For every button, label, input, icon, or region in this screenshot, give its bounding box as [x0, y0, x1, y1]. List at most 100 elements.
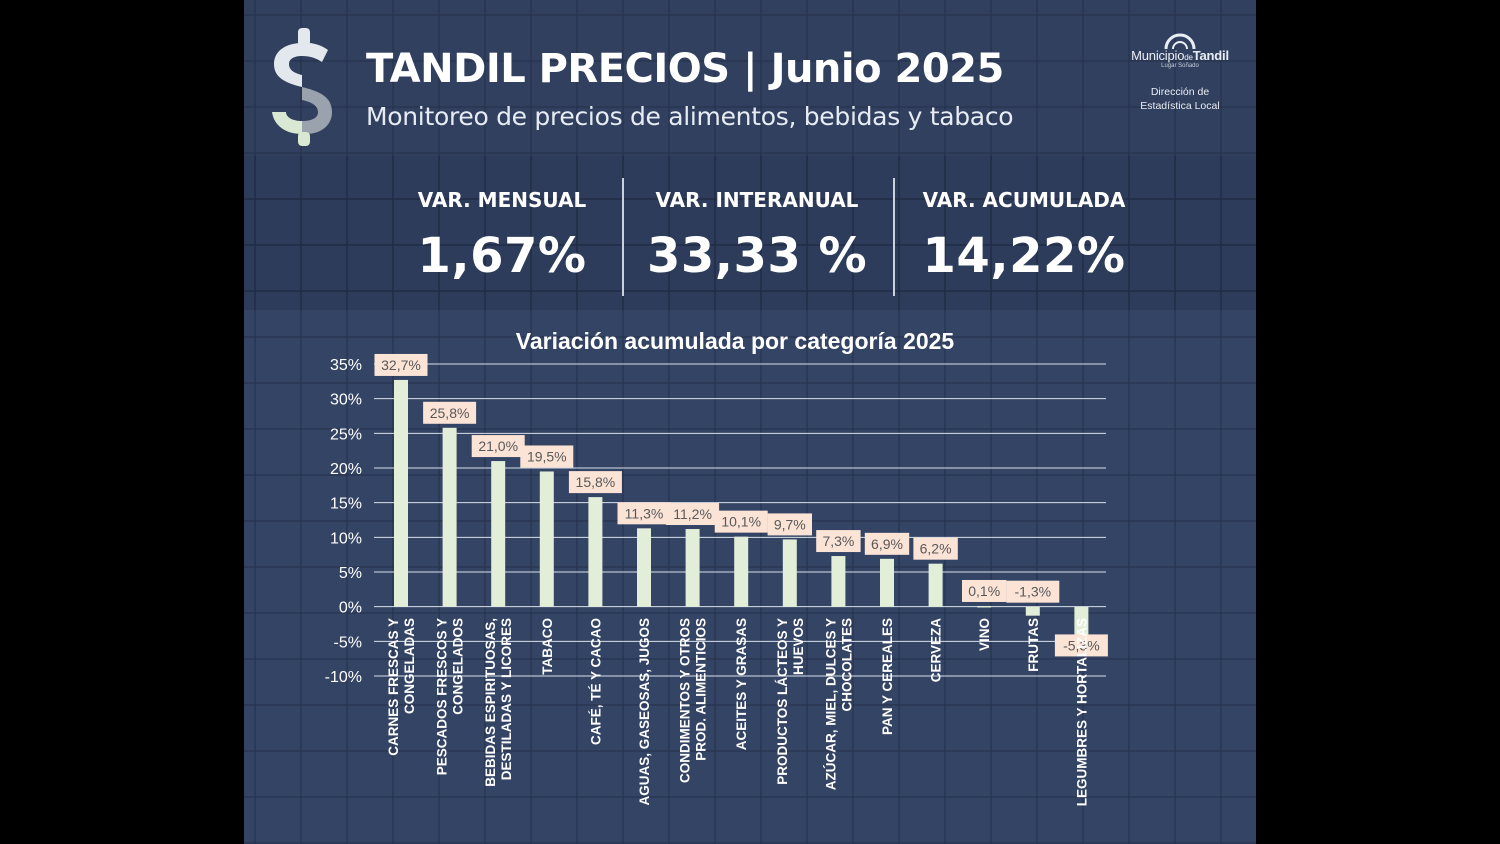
- data-label-text: 15,8%: [576, 474, 616, 490]
- y-tick-label: 15%: [330, 496, 362, 513]
- kpi-interannual: VAR. INTERANUAL 33,33 %: [647, 188, 867, 284]
- data-label-text: 11,2%: [673, 506, 712, 522]
- department-name: Dirección de Estadística Local: [1140, 86, 1220, 112]
- kpi-divider: [622, 178, 624, 296]
- data-label-box: [666, 503, 720, 526]
- data-label-text: 21,0%: [478, 438, 518, 454]
- bar: [1074, 606, 1089, 644]
- data-label-text: 6,9%: [871, 536, 903, 552]
- data-label-text: -5,3%: [1063, 637, 1100, 653]
- bar: [977, 605, 992, 608]
- category-label: AZÚCAR, MIEL, DULCES Y: [823, 618, 838, 790]
- category-label: FRUTAS: [1026, 618, 1041, 672]
- data-label-text: 32,7%: [381, 357, 421, 373]
- y-tick-label: 5%: [339, 565, 362, 582]
- dollar-logo-icon: [272, 28, 332, 146]
- municipality-tagline: Lugar Soñado: [1161, 63, 1199, 69]
- data-label: 19,5%: [520, 445, 574, 468]
- kpi-band: [244, 156, 1256, 310]
- data-label: 11,2%: [666, 503, 720, 526]
- data-label-box: [471, 435, 525, 458]
- bar: [782, 539, 797, 607]
- data-label: 25,8%: [423, 401, 477, 424]
- chart-bars: [394, 379, 1089, 644]
- data-label-text: -1,3%: [1015, 584, 1052, 600]
- data-label-box: [714, 510, 768, 533]
- category-label: PESCADOS FRESCOS Y: [435, 618, 450, 775]
- category-label: CARNES FRESCAS Y: [386, 618, 401, 756]
- data-label: 6,9%: [864, 532, 910, 555]
- data-label: 6,2%: [913, 537, 958, 560]
- category-label: TABACO: [540, 618, 555, 675]
- data-label: 15,8%: [568, 471, 622, 494]
- infographic-panel: TANDIL PRECIOS | Junio 2025 Monitoreo de…: [244, 0, 1256, 844]
- data-label: 32,7%: [374, 353, 428, 376]
- category-label: PRODUCTOS LÁCTEOS Y: [775, 618, 790, 785]
- y-tick-label: -5%: [334, 634, 362, 651]
- bar: [880, 558, 894, 607]
- kpi-monthly-label: VAR. MENSUAL: [417, 188, 587, 212]
- category-label: CONGELADOS: [451, 618, 466, 715]
- data-label-text: 6,2%: [920, 541, 952, 557]
- kpi-accumulated-label: VAR. ACUMULADA: [922, 188, 1126, 212]
- category-label: PROD. ALIMENTICIOS: [694, 618, 709, 761]
- category-label: AGUAS, GASEOSAS, JUGOS: [637, 618, 652, 806]
- data-label-box: [913, 537, 958, 560]
- data-label: -1,3%: [1006, 580, 1060, 603]
- data-label-box: [423, 401, 477, 424]
- data-label-box: [374, 353, 428, 376]
- bar: [1025, 606, 1040, 616]
- kpi-accumulated-value: 14,22%: [922, 228, 1126, 284]
- category-label: DESTILADAS Y LICORES: [499, 618, 514, 780]
- data-label: 9,7%: [767, 513, 812, 536]
- bar: [831, 556, 846, 607]
- data-label-text: 9,7%: [774, 516, 806, 532]
- category-label: ACEITES Y GRASAS: [734, 618, 749, 750]
- kpi-accumulated: VAR. ACUMULADA 14,22%: [914, 188, 1134, 284]
- data-label-text: 11,3%: [625, 505, 664, 521]
- kpi-interannual-label: VAR. INTERANUAL: [655, 188, 859, 212]
- data-label-text: 7,3%: [822, 533, 854, 549]
- data-label-box: [1006, 580, 1060, 603]
- data-label: 7,3%: [816, 530, 861, 553]
- y-tick-label: -10%: [325, 669, 362, 686]
- category-label: CONDIMENTOS Y OTROS: [678, 618, 693, 783]
- category-label: CERVEZA: [929, 618, 944, 683]
- category-label: HUEVOS: [791, 618, 806, 675]
- y-tick-label: 35%: [330, 357, 362, 374]
- data-label: -5,3%: [1054, 634, 1108, 657]
- kpi-divider: [893, 178, 895, 296]
- data-label: 21,0%: [471, 435, 525, 458]
- data-label-box: [962, 579, 1007, 602]
- data-label-text: 25,8%: [430, 405, 470, 421]
- data-label-box: [767, 513, 812, 536]
- data-label-box: [816, 530, 861, 553]
- bar: [588, 497, 603, 607]
- category-label: CHOCOLATES: [839, 618, 854, 712]
- category-label: BEBIDAS ESPIRITUOSAS,: [483, 618, 498, 787]
- data-label-box: [520, 445, 574, 468]
- bar: [539, 471, 554, 607]
- chart-title: Variación acumulada por categoría 2025: [516, 328, 955, 354]
- municipality-logo: MunicipiodeTandil Lugar Soñado Dirección…: [1110, 30, 1250, 113]
- data-label-text: 0,1%: [968, 583, 1000, 599]
- data-label: 11,3%: [617, 502, 671, 525]
- header-band: [244, 0, 1256, 156]
- bar: [734, 536, 749, 607]
- bar: [928, 563, 943, 607]
- y-tick-label: 20%: [330, 461, 362, 478]
- category-label: PAN Y CEREALES: [880, 618, 895, 735]
- data-label-box: [1054, 634, 1108, 657]
- y-tick-label: 30%: [330, 392, 362, 409]
- kpi-monthly: VAR. MENSUAL 1,67%: [402, 188, 602, 284]
- data-label: 0,1%: [962, 579, 1007, 602]
- bar: [394, 379, 408, 607]
- y-tick-label: 0%: [339, 600, 362, 617]
- bar: [685, 529, 700, 607]
- chart-data-labels: 32,7% 25,8% 21,0% 19,5% 15,8% 11,3% 11,2% 10,1%…: [374, 353, 1108, 657]
- y-tick-label: 25%: [330, 426, 362, 443]
- data-label-box: [864, 532, 910, 555]
- chart-category-labels: CARNES FRESCAS Y CONGELADAS PESCADOS FRESC…: [386, 618, 1089, 807]
- kpi-monthly-value: 1,67%: [417, 228, 587, 284]
- bar: [442, 427, 457, 607]
